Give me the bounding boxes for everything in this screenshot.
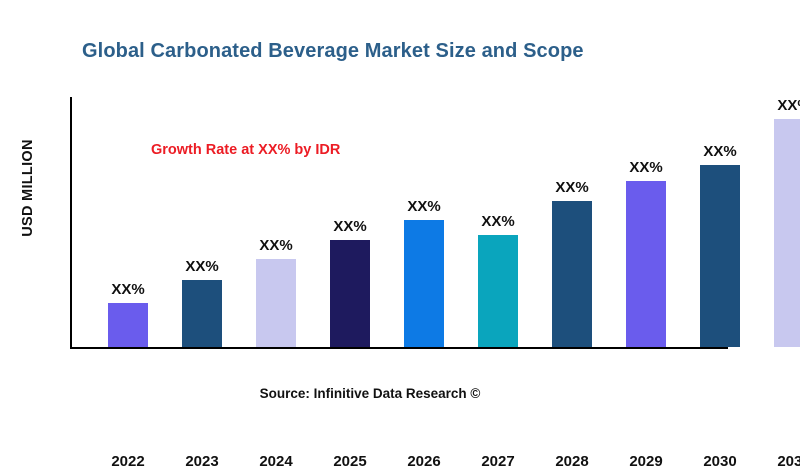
carbonated-beverage-market-bar-chart: Global Carbonated Beverage Market Size a… xyxy=(20,40,800,470)
bar-value-label: XX% xyxy=(481,213,515,230)
bar-value-label: XX% xyxy=(777,97,800,114)
bar-2023[interactable] xyxy=(182,280,222,347)
bar-value-label: XX% xyxy=(629,159,663,176)
bar-group[interactable]: XX% xyxy=(626,159,666,347)
y-axis-label: USD MILLION xyxy=(20,139,36,237)
bar-2031[interactable] xyxy=(774,119,800,347)
bar-value-label: XX% xyxy=(333,218,367,235)
bar-group[interactable]: XX% xyxy=(478,213,518,347)
x-tick-2026: 2026 xyxy=(407,453,441,470)
bar-group[interactable]: XX% xyxy=(404,198,444,347)
source-note: Source: Infinitive Data Research © xyxy=(259,386,481,401)
x-tick-2028: 2028 xyxy=(555,453,589,470)
growth-rate-annotation: Growth Rate at XX% by IDR xyxy=(151,142,341,158)
bar-value-label: XX% xyxy=(111,281,145,298)
bar-value-label: XX% xyxy=(259,237,293,254)
x-tick-2024: 2024 xyxy=(259,453,293,470)
bar-2024[interactable] xyxy=(256,259,296,347)
bar-group[interactable]: XX% xyxy=(256,237,296,347)
bar-value-label: XX% xyxy=(703,143,737,160)
x-tick-2027: 2027 xyxy=(481,453,515,470)
bar-group[interactable]: XX% xyxy=(108,281,148,347)
page-title: Global Carbonated Beverage Market Size a… xyxy=(82,40,584,62)
bar-value-label: XX% xyxy=(407,198,441,215)
bar-group[interactable]: XX% xyxy=(700,143,740,347)
bar-value-label: XX% xyxy=(555,179,589,196)
bar-2022[interactable] xyxy=(108,303,148,347)
bar-group[interactable]: XX% xyxy=(552,179,592,347)
bar-2025[interactable] xyxy=(330,240,370,347)
bar-2027[interactable] xyxy=(478,235,518,347)
plot-area: Growth Rate at XX% by IDR XX% XX% XX% XX% XX… xyxy=(70,97,800,470)
x-tick-2031: 2031 xyxy=(777,453,800,470)
x-axis-line xyxy=(70,347,728,349)
x-tick-2029: 2029 xyxy=(629,453,663,470)
y-axis-line xyxy=(70,97,72,348)
bar-2030[interactable] xyxy=(700,165,740,347)
bar-group[interactable]: XX% xyxy=(182,258,222,347)
x-tick-2025: 2025 xyxy=(333,453,367,470)
bar-value-label: XX% xyxy=(185,258,219,275)
x-tick-2023: 2023 xyxy=(185,453,219,470)
bar-2026[interactable] xyxy=(404,220,444,347)
bar-group[interactable]: XX% xyxy=(774,97,800,347)
bar-group[interactable]: XX% xyxy=(330,218,370,347)
bar-2028[interactable] xyxy=(552,201,592,347)
x-tick-2030: 2030 xyxy=(703,453,737,470)
x-tick-2022: 2022 xyxy=(111,453,145,470)
bar-2029[interactable] xyxy=(626,181,666,347)
